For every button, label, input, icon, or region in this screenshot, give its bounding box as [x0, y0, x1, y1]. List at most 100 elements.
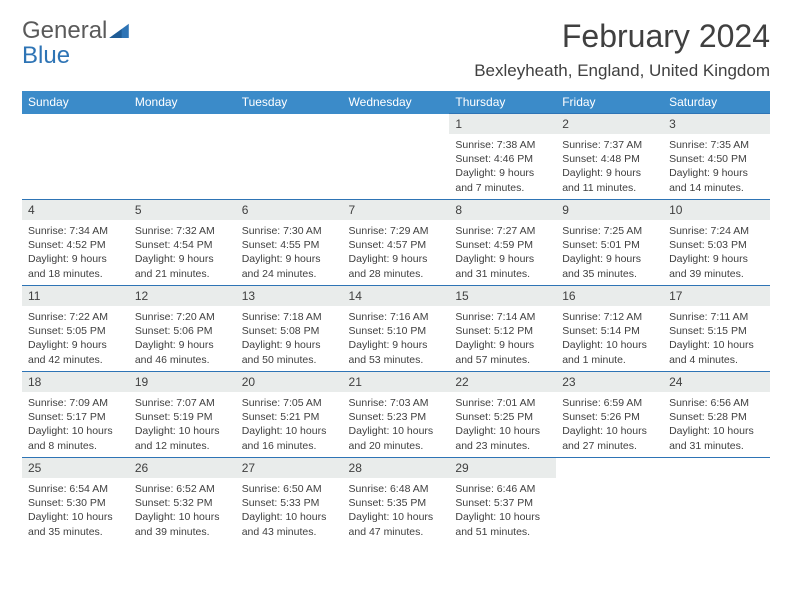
sunrise-line: Sunrise: 7:11 AM	[669, 310, 764, 324]
calendar-cell: 11Sunrise: 7:22 AMSunset: 5:05 PMDayligh…	[22, 286, 129, 372]
sunset-line: Sunset: 5:23 PM	[349, 410, 444, 424]
daylight-line: Daylight: 10 hours	[135, 424, 230, 438]
sunrise-line: Sunrise: 7:20 AM	[135, 310, 230, 324]
daylight-line: and 43 minutes.	[242, 525, 337, 539]
daylight-line: and 42 minutes.	[28, 353, 123, 367]
day-number: 5	[129, 200, 236, 220]
daylight-line: and 39 minutes.	[669, 267, 764, 281]
daylight-line: and 20 minutes.	[349, 439, 444, 453]
daylight-line: and 31 minutes.	[669, 439, 764, 453]
weekday-header: Tuesday	[236, 91, 343, 114]
calendar-cell	[663, 458, 770, 544]
calendar-page: GeneralBlue February 2024 Bexleyheath, E…	[0, 0, 792, 562]
day-data: Sunrise: 7:35 AMSunset: 4:50 PMDaylight:…	[663, 134, 770, 199]
daylight-line: and 7 minutes.	[455, 181, 550, 195]
sunset-line: Sunset: 5:35 PM	[349, 496, 444, 510]
calendar-cell: 29Sunrise: 6:46 AMSunset: 5:37 PMDayligh…	[449, 458, 556, 544]
calendar-cell	[343, 114, 450, 200]
day-number: 4	[22, 200, 129, 220]
day-data: Sunrise: 7:22 AMSunset: 5:05 PMDaylight:…	[22, 306, 129, 371]
calendar-cell	[129, 114, 236, 200]
daylight-line: and 27 minutes.	[562, 439, 657, 453]
sunrise-line: Sunrise: 7:09 AM	[28, 396, 123, 410]
day-data: Sunrise: 7:37 AMSunset: 4:48 PMDaylight:…	[556, 134, 663, 199]
day-data: Sunrise: 7:09 AMSunset: 5:17 PMDaylight:…	[22, 392, 129, 457]
calendar-cell	[556, 458, 663, 544]
sunset-line: Sunset: 5:08 PM	[242, 324, 337, 338]
daylight-line: and 12 minutes.	[135, 439, 230, 453]
day-number: 10	[663, 200, 770, 220]
sunrise-line: Sunrise: 7:32 AM	[135, 224, 230, 238]
weekday-header: Wednesday	[343, 91, 450, 114]
calendar-cell: 9Sunrise: 7:25 AMSunset: 5:01 PMDaylight…	[556, 200, 663, 286]
daylight-line: and 47 minutes.	[349, 525, 444, 539]
calendar-cell: 25Sunrise: 6:54 AMSunset: 5:30 PMDayligh…	[22, 458, 129, 544]
day-number: 16	[556, 286, 663, 306]
sunrise-line: Sunrise: 7:16 AM	[349, 310, 444, 324]
sunrise-line: Sunrise: 7:38 AM	[455, 138, 550, 152]
daylight-line: Daylight: 10 hours	[455, 510, 550, 524]
day-data: Sunrise: 7:24 AMSunset: 5:03 PMDaylight:…	[663, 220, 770, 285]
calendar-cell	[22, 114, 129, 200]
sunrise-line: Sunrise: 7:29 AM	[349, 224, 444, 238]
header: GeneralBlue February 2024 Bexleyheath, E…	[22, 18, 770, 81]
day-data: Sunrise: 6:50 AMSunset: 5:33 PMDaylight:…	[236, 478, 343, 543]
day-data: Sunrise: 7:25 AMSunset: 5:01 PMDaylight:…	[556, 220, 663, 285]
sunrise-line: Sunrise: 6:56 AM	[669, 396, 764, 410]
daylight-line: and 39 minutes.	[135, 525, 230, 539]
day-number: 1	[449, 114, 556, 134]
daylight-line: and 46 minutes.	[135, 353, 230, 367]
sunrise-line: Sunrise: 7:25 AM	[562, 224, 657, 238]
calendar-cell: 17Sunrise: 7:11 AMSunset: 5:15 PMDayligh…	[663, 286, 770, 372]
daylight-line: and 35 minutes.	[562, 267, 657, 281]
sunrise-line: Sunrise: 7:24 AM	[669, 224, 764, 238]
calendar-week-row: 18Sunrise: 7:09 AMSunset: 5:17 PMDayligh…	[22, 372, 770, 458]
sunrise-line: Sunrise: 6:46 AM	[455, 482, 550, 496]
sunset-line: Sunset: 5:12 PM	[455, 324, 550, 338]
sunset-line: Sunset: 5:26 PM	[562, 410, 657, 424]
day-data: Sunrise: 7:18 AMSunset: 5:08 PMDaylight:…	[236, 306, 343, 371]
calendar-cell: 26Sunrise: 6:52 AMSunset: 5:32 PMDayligh…	[129, 458, 236, 544]
daylight-line: Daylight: 10 hours	[28, 510, 123, 524]
day-number: 13	[236, 286, 343, 306]
daylight-line: Daylight: 9 hours	[669, 166, 764, 180]
day-number: 8	[449, 200, 556, 220]
day-number: 20	[236, 372, 343, 392]
sunrise-line: Sunrise: 7:07 AM	[135, 396, 230, 410]
daylight-line: Daylight: 9 hours	[562, 166, 657, 180]
sunrise-line: Sunrise: 7:37 AM	[562, 138, 657, 152]
daylight-line: Daylight: 10 hours	[349, 424, 444, 438]
calendar-cell: 5Sunrise: 7:32 AMSunset: 4:54 PMDaylight…	[129, 200, 236, 286]
day-data: Sunrise: 6:54 AMSunset: 5:30 PMDaylight:…	[22, 478, 129, 543]
day-number: 14	[343, 286, 450, 306]
sunset-line: Sunset: 5:32 PM	[135, 496, 230, 510]
calendar-cell: 3Sunrise: 7:35 AMSunset: 4:50 PMDaylight…	[663, 114, 770, 200]
sunrise-line: Sunrise: 6:54 AM	[28, 482, 123, 496]
title-block: February 2024 Bexleyheath, England, Unit…	[474, 18, 770, 81]
daylight-line: Daylight: 9 hours	[135, 338, 230, 352]
daylight-line: Daylight: 9 hours	[242, 252, 337, 266]
daylight-line: Daylight: 10 hours	[562, 424, 657, 438]
daylight-line: and 24 minutes.	[242, 267, 337, 281]
weekday-header: Friday	[556, 91, 663, 114]
day-number: 29	[449, 458, 556, 478]
day-data: Sunrise: 6:46 AMSunset: 5:37 PMDaylight:…	[449, 478, 556, 543]
calendar-cell: 12Sunrise: 7:20 AMSunset: 5:06 PMDayligh…	[129, 286, 236, 372]
sunset-line: Sunset: 5:05 PM	[28, 324, 123, 338]
calendar-cell	[236, 114, 343, 200]
calendar-cell: 16Sunrise: 7:12 AMSunset: 5:14 PMDayligh…	[556, 286, 663, 372]
calendar-cell: 23Sunrise: 6:59 AMSunset: 5:26 PMDayligh…	[556, 372, 663, 458]
day-number: 19	[129, 372, 236, 392]
daylight-line: Daylight: 9 hours	[349, 338, 444, 352]
sunrise-line: Sunrise: 7:03 AM	[349, 396, 444, 410]
day-data: Sunrise: 7:32 AMSunset: 4:54 PMDaylight:…	[129, 220, 236, 285]
sunset-line: Sunset: 4:48 PM	[562, 152, 657, 166]
calendar-cell: 21Sunrise: 7:03 AMSunset: 5:23 PMDayligh…	[343, 372, 450, 458]
day-data: Sunrise: 6:52 AMSunset: 5:32 PMDaylight:…	[129, 478, 236, 543]
sunset-line: Sunset: 5:01 PM	[562, 238, 657, 252]
sunset-line: Sunset: 4:59 PM	[455, 238, 550, 252]
sunset-line: Sunset: 4:57 PM	[349, 238, 444, 252]
calendar-table: Sunday Monday Tuesday Wednesday Thursday…	[22, 91, 770, 544]
daylight-line: Daylight: 9 hours	[455, 166, 550, 180]
sunrise-line: Sunrise: 7:27 AM	[455, 224, 550, 238]
